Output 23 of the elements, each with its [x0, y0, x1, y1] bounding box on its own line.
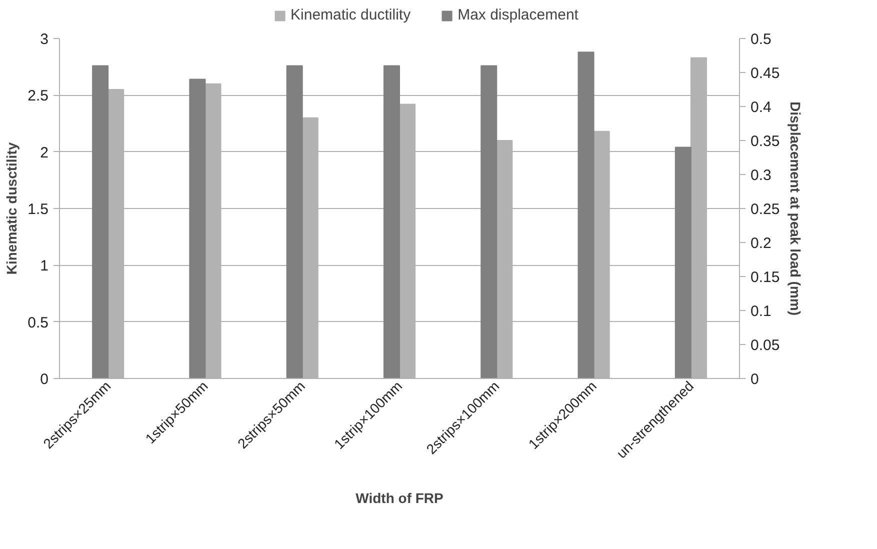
y2-tick-label: 0.4	[750, 99, 772, 116]
y2-tick-label: 0.2	[750, 235, 772, 252]
y-tick-label: 0	[40, 371, 48, 388]
y2-tick-label: 0	[750, 371, 759, 388]
y2-tick-label: 0.1	[750, 303, 772, 320]
legend-label: Max displacement	[458, 6, 578, 24]
x-axis-title: Width of FRP	[356, 490, 444, 506]
y-tick-label: 2.5	[28, 88, 49, 105]
y-tick-label: 1.5	[28, 201, 49, 218]
y2-axis-title: Displacement at peak load (mm)	[788, 102, 804, 316]
y-tick-label: 2	[40, 144, 48, 162]
legend-label: Kinematic ductility	[290, 6, 411, 24]
y-tick-label: 0.5	[28, 314, 49, 332]
y-tick-label: 1	[40, 258, 48, 275]
y2-tick-label: 0.3	[750, 167, 772, 184]
y2-tick-label: 0.05	[750, 337, 780, 354]
y2-tick-label: 0.45	[750, 65, 780, 82]
y2-tick-label: 0.15	[750, 269, 780, 286]
y2-tick-label: 0.35	[750, 133, 780, 150]
y2-tick-label: 0.5	[750, 31, 772, 48]
y2-tick-label: 0.25	[750, 201, 780, 218]
y-tick-label: 3	[40, 31, 48, 48]
y-axis-title: Kinematic dusctility	[4, 142, 20, 275]
